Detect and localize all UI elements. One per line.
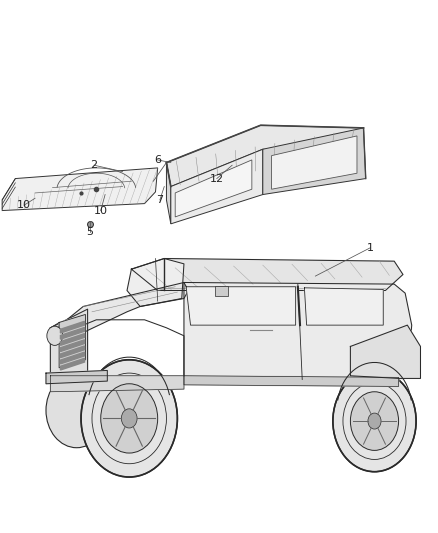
Circle shape (333, 370, 416, 472)
Polygon shape (184, 376, 399, 386)
Circle shape (101, 384, 158, 453)
Polygon shape (60, 334, 85, 345)
Circle shape (350, 392, 399, 450)
Polygon shape (57, 282, 188, 341)
Text: 12: 12 (210, 174, 224, 183)
Polygon shape (272, 136, 357, 189)
Polygon shape (186, 287, 296, 325)
Polygon shape (304, 288, 383, 325)
Polygon shape (50, 309, 88, 376)
Polygon shape (184, 282, 412, 381)
Text: 10: 10 (17, 200, 31, 210)
Text: 1: 1 (367, 243, 374, 253)
Circle shape (121, 409, 137, 428)
Polygon shape (60, 352, 85, 364)
Circle shape (47, 326, 63, 345)
Polygon shape (46, 370, 107, 384)
Text: 6: 6 (154, 155, 161, 165)
Circle shape (368, 413, 381, 429)
Polygon shape (171, 149, 263, 224)
Polygon shape (166, 163, 171, 224)
Polygon shape (350, 325, 420, 378)
Text: 7: 7 (156, 195, 163, 205)
Polygon shape (127, 259, 184, 306)
Text: 2: 2 (91, 160, 98, 170)
Polygon shape (2, 168, 158, 211)
Polygon shape (60, 327, 85, 339)
Bar (215, 286, 228, 296)
Polygon shape (59, 314, 85, 368)
Circle shape (81, 360, 177, 477)
Text: 5: 5 (86, 227, 93, 237)
Polygon shape (263, 128, 366, 195)
Circle shape (46, 373, 107, 448)
Polygon shape (175, 160, 252, 217)
Polygon shape (60, 346, 85, 358)
Polygon shape (60, 321, 85, 333)
Polygon shape (131, 259, 403, 290)
Text: 10: 10 (94, 206, 108, 215)
Polygon shape (166, 125, 364, 187)
Polygon shape (60, 358, 85, 370)
Polygon shape (50, 376, 184, 392)
Polygon shape (60, 340, 85, 352)
